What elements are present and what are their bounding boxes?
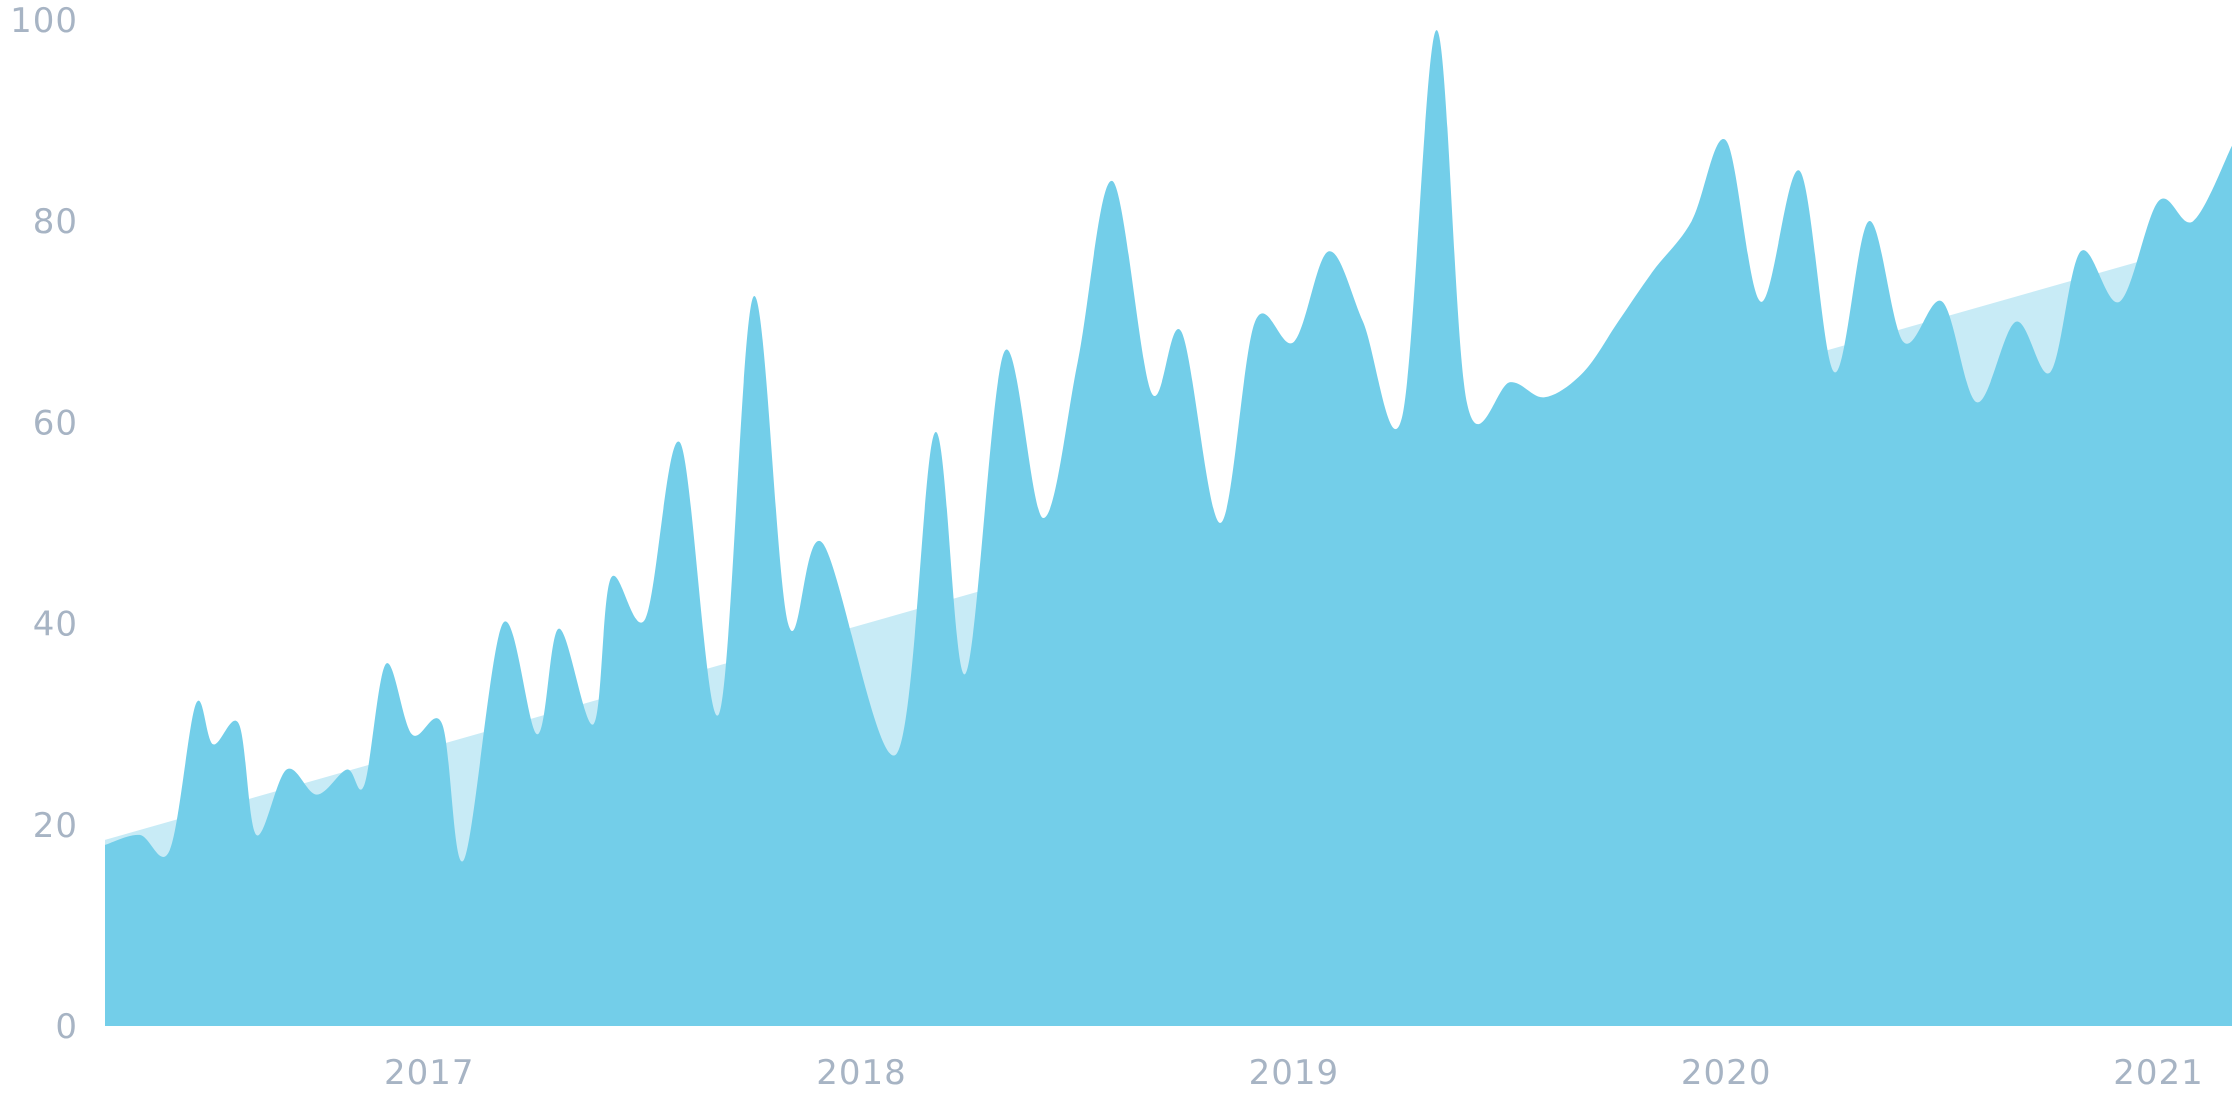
series-area-0 [105,30,2232,1027]
x-tick-label: 2018 [816,1053,907,1093]
x-tick-label: 2021 [2113,1053,2204,1093]
x-tick-label: 2019 [1249,1053,1340,1093]
x-tick-label: 2020 [1681,1053,1772,1093]
x-tick-label: 2017 [384,1053,475,1093]
y-tick-label: 60 [33,403,78,443]
y-tick-label: 80 [33,202,78,242]
y-tick-label: 20 [33,806,78,846]
x-axis: 2017 2018 2019 2020 2021 [384,1053,2204,1093]
y-tick-label: 100 [10,1,78,41]
series-area-layer [105,30,2232,1027]
y-tick-label: 0 [55,1007,78,1047]
y-tick-label: 40 [33,605,78,645]
y-axis: 0 20 40 60 80 100 [10,1,78,1047]
